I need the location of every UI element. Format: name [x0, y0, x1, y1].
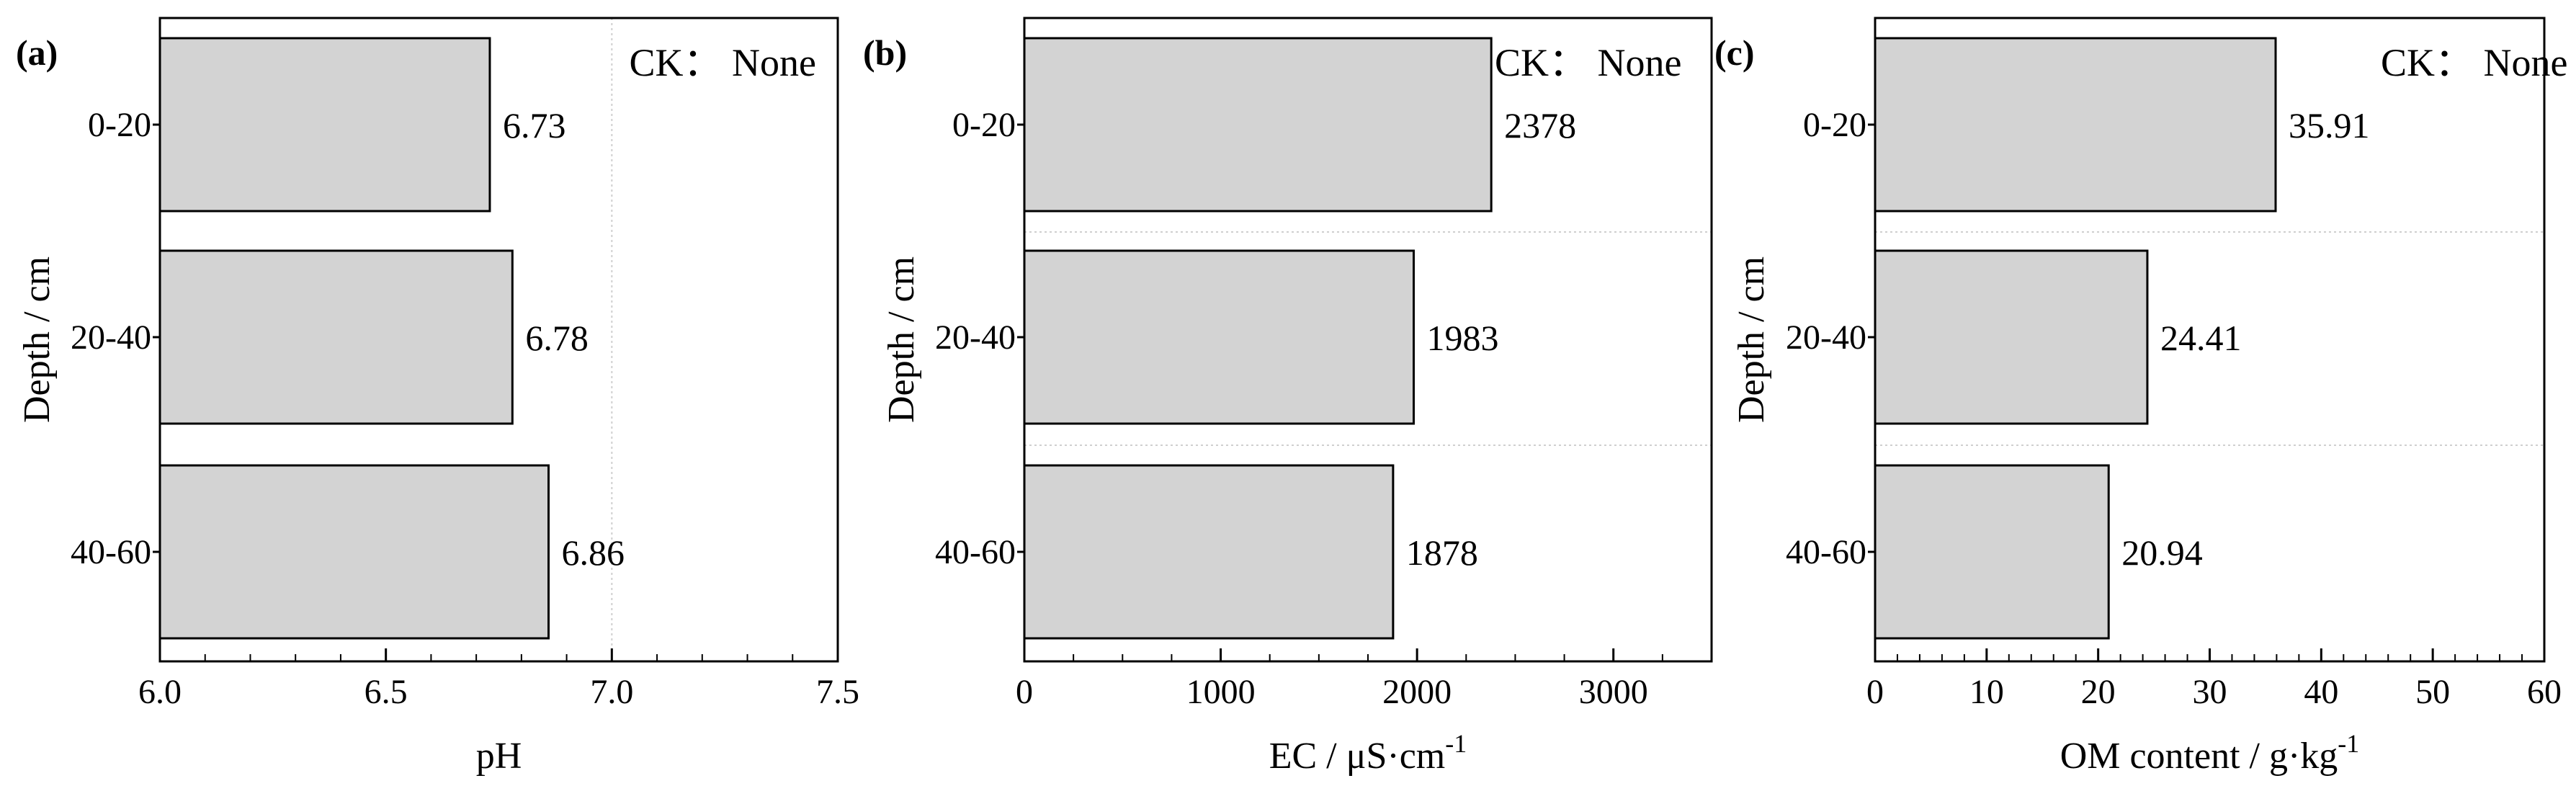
x-axis-label: OM content / g·kg-1	[2060, 729, 2360, 777]
y-tick-label: 20-40	[71, 318, 151, 357]
bar	[1023, 464, 1395, 640]
x-axis-label-superscript: -1	[2338, 729, 2359, 758]
bar	[1874, 37, 2277, 213]
x-axis-label: EC / μS·cm-1	[1269, 729, 1467, 777]
y-tick-label: 0-20	[1803, 106, 1866, 144]
data-label: 6.86	[562, 532, 625, 573]
y-tick-label: 0-20	[952, 106, 1016, 144]
x-axis-label-text: EC / μS·cm	[1269, 736, 1446, 777]
x-axis-label: pH	[476, 736, 522, 777]
data-label: 24.41	[2160, 318, 2242, 358]
bar	[1874, 249, 2149, 425]
y-tick-label: 0-20	[88, 106, 151, 144]
x-tick-label: 6.5	[365, 673, 408, 711]
data-label: 1983	[1427, 318, 1499, 358]
x-tick-label: 2000	[1382, 673, 1452, 711]
bar	[158, 464, 550, 640]
x-tick-label: 60	[2527, 673, 2562, 711]
data-label: 2378	[1504, 105, 1576, 146]
y-tick-label: 20-40	[935, 318, 1016, 357]
x-tick-label: 7.0	[590, 673, 633, 711]
y-tick-label: 40-60	[1786, 533, 1866, 571]
y-tick-label: 20-40	[1786, 318, 1866, 357]
chart-panel-a: 6.73 0-20 6.78 20-40 6.86 40-60 6.0 6.5 7.0 7.5 pH…	[16, 17, 859, 777]
x-tick-label: 40	[2304, 673, 2338, 711]
x-tick-label: 0	[1866, 673, 1884, 711]
y-tick-label: 40-60	[71, 533, 151, 571]
x-axis-label-superscript: -1	[1445, 729, 1467, 758]
chart-panel-c: 35.91 0-20 24.41 20-40 20.94 40-60 0 10 20 30 40 50…	[1714, 17, 2567, 777]
x-axis-label-text: OM content / g·kg	[2060, 736, 2338, 777]
x-tick-label: 20	[2081, 673, 2116, 711]
x-axis-label-text: pH	[476, 736, 522, 777]
bar	[1023, 37, 1493, 213]
annotation-text: CK： None	[2381, 41, 2567, 84]
data-label: 20.94	[2121, 532, 2203, 573]
data-label: 6.78	[525, 318, 589, 358]
y-tick-label: 40-60	[935, 533, 1016, 571]
x-tick-label: 7.5	[816, 673, 859, 711]
y-axis-label: Depth / cm	[881, 256, 922, 423]
x-tick-label: 0	[1016, 673, 1033, 711]
bar	[1874, 464, 2110, 640]
x-tick-label: 1000	[1186, 673, 1256, 711]
plot-frame	[158, 17, 839, 663]
panel-label: (b)	[863, 32, 907, 73]
panel-label: (c)	[1714, 32, 1755, 73]
x-tick-label: 6.0	[138, 673, 182, 711]
bar	[158, 37, 491, 213]
data-label: 1878	[1406, 532, 1478, 573]
bar	[1023, 249, 1416, 425]
annotation-text: CK： None	[1495, 41, 1681, 84]
x-tick-label: 50	[2415, 673, 2450, 711]
x-tick-label: 3000	[1579, 673, 1648, 711]
data-label: 6.73	[503, 105, 566, 146]
x-tick-label: 10	[1969, 673, 2004, 711]
chart-panel-b: 2378 0-20 1983 20-40 1878 40-60 0 1000 2000 3000 E…	[863, 17, 1713, 777]
panel-label: (a)	[16, 32, 58, 73]
x-tick-label: 30	[2193, 673, 2227, 711]
data-label: 35.91	[2289, 105, 2370, 146]
y-axis-label: Depth / cm	[1731, 256, 1772, 423]
bar	[158, 249, 514, 425]
annotation-text: CK： None	[630, 41, 816, 84]
y-axis-label: Depth / cm	[17, 256, 58, 423]
